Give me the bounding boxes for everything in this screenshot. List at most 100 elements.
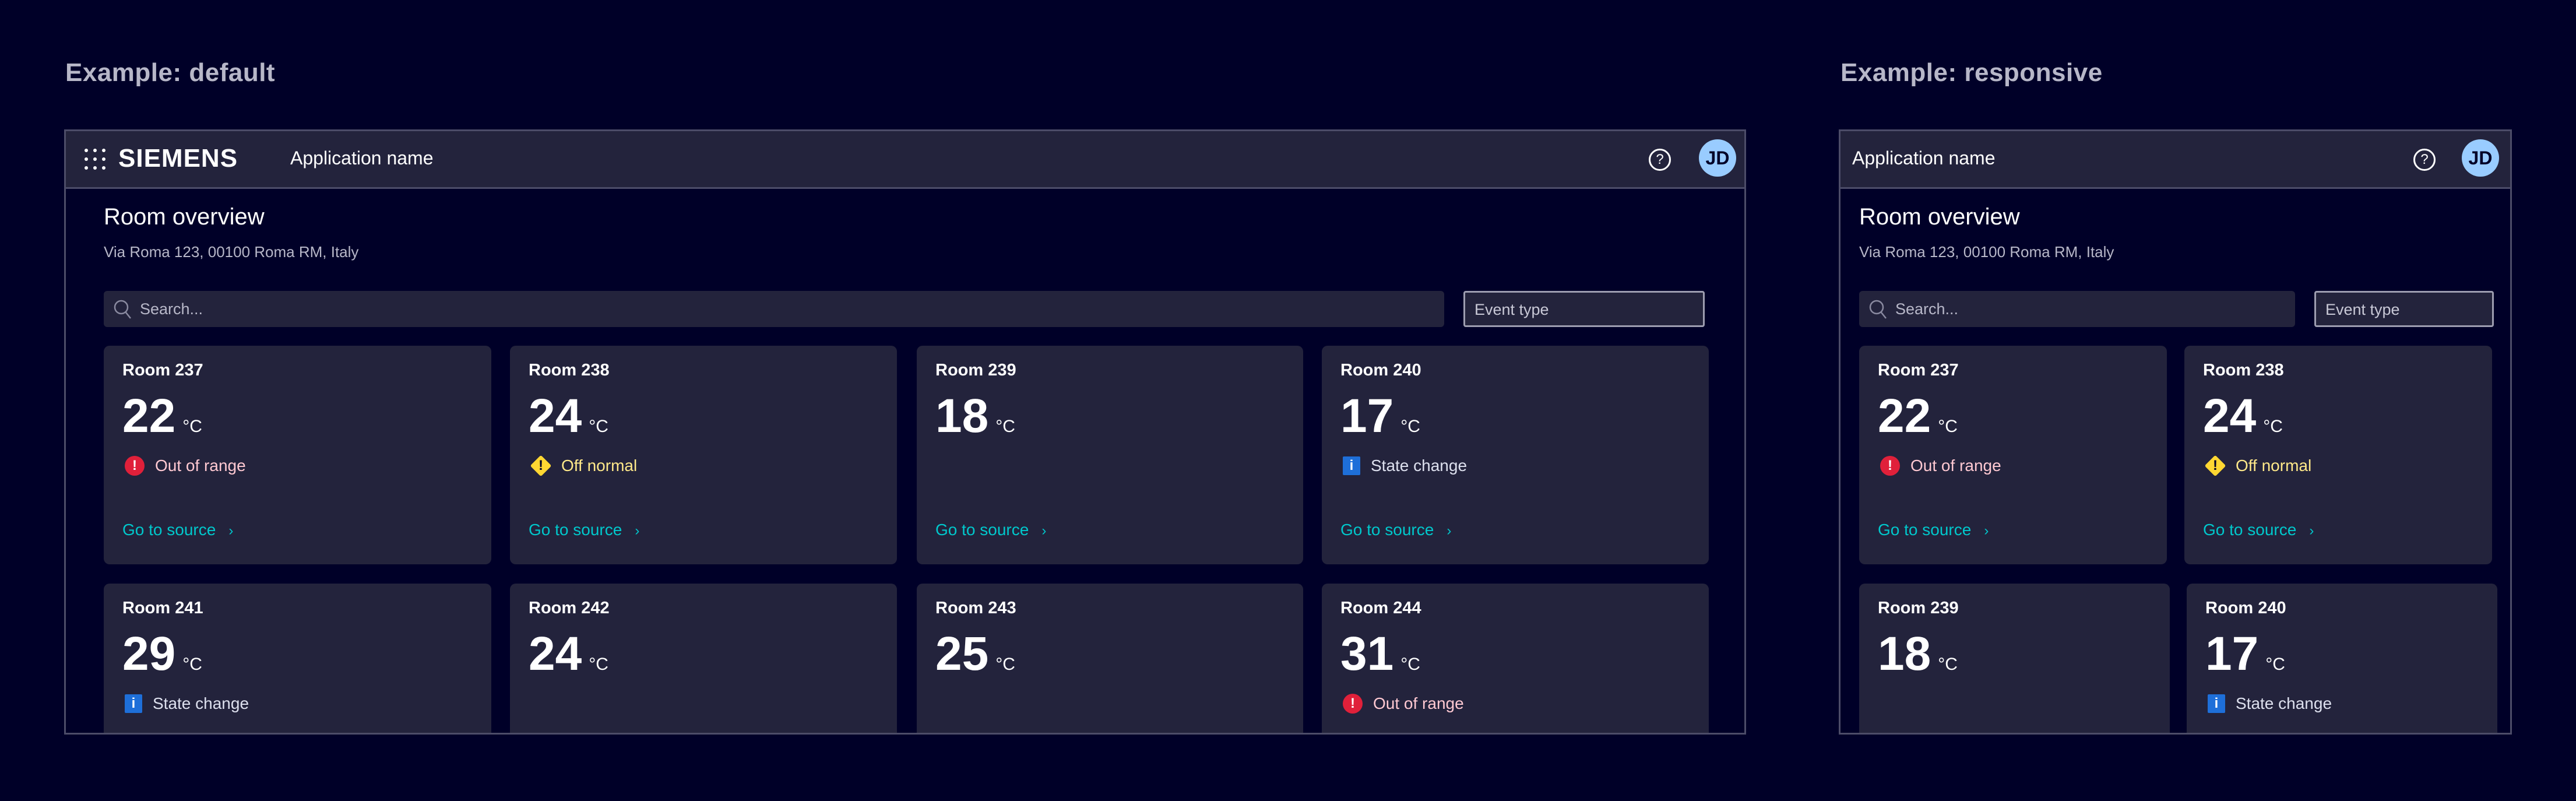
search-placeholder: Search...	[140, 300, 203, 318]
info-icon: i	[125, 694, 142, 713]
room-name: Room 237	[1878, 361, 1959, 380]
temperature-unit: °C	[1400, 655, 1420, 674]
room-card[interactable]: Room 237 22 °C! Out of range Go to source ›	[104, 346, 491, 564]
temperature-value: 24 °C	[2203, 389, 2283, 442]
app-header: Application name? JD	[1840, 131, 2510, 189]
room-name: Room 237	[122, 361, 203, 380]
status-indicator: ! Off normal	[2204, 455, 2312, 477]
chevron-right-icon: ›	[635, 523, 640, 539]
room-card[interactable]: Room 243 25 °C	[917, 584, 1303, 733]
status-text: State change	[153, 694, 249, 712]
search-placeholder: Search...	[1895, 300, 1959, 318]
temperature-value: 24 °C	[529, 627, 608, 680]
help-icon[interactable]: ?	[2413, 149, 2436, 171]
room-card[interactable]: Room 241 29 °C i State change	[104, 584, 491, 733]
event-type-filter[interactable]: Event type	[1463, 291, 1705, 327]
temperature-unit: °C	[589, 417, 608, 436]
status-indicator: i State change	[125, 693, 249, 714]
room-card[interactable]: Room 240 17 °C i State change Go to source ›	[1322, 346, 1709, 564]
temperature-value: 29 °C	[122, 627, 202, 680]
app-launcher-icon[interactable]	[85, 149, 105, 170]
avatar[interactable]: JD	[2462, 139, 2499, 177]
temperature-unit: °C	[2265, 655, 2285, 674]
room-name: Room 243	[935, 599, 1016, 617]
info-icon: i	[1343, 456, 1360, 475]
go-to-source-link[interactable]: Go to source ›	[1878, 521, 1989, 539]
search-icon	[1869, 300, 1887, 319]
status-text: Out of range	[155, 456, 246, 475]
temperature-unit: °C	[1400, 417, 1420, 436]
room-name: Room 239	[935, 361, 1016, 380]
app-name: Application name	[1852, 147, 1996, 168]
temperature-value: 24 °C	[529, 389, 608, 442]
page-subtitle-address: Via Roma 123, 00100 Roma RM, Italy	[1859, 243, 2114, 261]
app-name: Application name	[290, 147, 434, 168]
help-icon[interactable]: ?	[1649, 149, 1671, 171]
room-card[interactable]: Room 238 24 °C! Off normal Go to source ›	[510, 346, 897, 564]
brand-logo: SIEMENS	[118, 144, 238, 173]
room-name: Room 240	[2205, 599, 2286, 617]
app-header: SIEMENS Application name? JD	[66, 131, 1744, 189]
temperature-unit: °C	[1938, 655, 1958, 674]
page-subtitle-address: Via Roma 123, 00100 Roma RM, Italy	[104, 243, 359, 261]
temperature-value: 22 °C	[122, 389, 202, 442]
status-indicator: ! Out of range	[1880, 455, 2001, 476]
page-title: Room overview	[1859, 204, 2020, 230]
example-label: Example: default	[65, 58, 276, 87]
event-type-placeholder: Event type	[1474, 301, 1549, 318]
room-card[interactable]: Room 244 31 °C! Out of range	[1322, 584, 1709, 733]
chevron-right-icon: ›	[1041, 523, 1047, 539]
go-to-source-link[interactable]: Go to source ›	[1340, 521, 1452, 539]
status-text: Out of range	[1910, 456, 2001, 475]
temperature-unit: °C	[589, 655, 608, 674]
warning-icon: !	[2204, 455, 2226, 477]
room-name: Room 241	[122, 599, 203, 617]
room-name: Room 240	[1340, 361, 1421, 380]
temperature-value: 22 °C	[1878, 389, 1958, 442]
status-indicator: ! Off normal	[530, 455, 638, 477]
info-icon: i	[2208, 694, 2225, 713]
room-name: Room 238	[2203, 361, 2284, 380]
temperature-value: 17 °C	[1340, 389, 1420, 442]
alarm-icon: !	[1880, 456, 1900, 476]
temperature-value: 25 °C	[935, 627, 1015, 680]
room-card[interactable]: Room 239 18 °C	[1859, 584, 2170, 733]
room-card[interactable]: Room 242 24 °C	[510, 584, 897, 733]
status-text: State change	[1371, 456, 1468, 475]
status-text: Out of range	[1373, 694, 1464, 712]
search-input[interactable]: Search...	[104, 291, 1444, 327]
status-indicator: ! Out of range	[125, 455, 246, 476]
room-card[interactable]: Room 239 18 °C Go to source ›	[917, 346, 1303, 564]
search-input[interactable]: Search...	[1859, 291, 2295, 327]
example-label: Example: responsive	[1840, 58, 2103, 87]
go-to-source-link[interactable]: Go to source ›	[935, 521, 1047, 539]
room-name: Room 242	[529, 599, 610, 617]
room-card[interactable]: Room 240 17 °C i State change	[2187, 584, 2497, 733]
status-indicator: i State change	[2208, 693, 2332, 714]
event-type-filter[interactable]: Event type	[2314, 291, 2494, 327]
room-name: Room 244	[1340, 599, 1421, 617]
status-indicator: i State change	[1343, 455, 1467, 476]
temperature-unit: °C	[182, 417, 202, 436]
status-text: State change	[2236, 694, 2332, 712]
alarm-icon: !	[1343, 694, 1363, 714]
room-card[interactable]: Room 237 22 °C! Out of range Go to source ›	[1859, 346, 2167, 564]
temperature-unit: °C	[182, 655, 202, 674]
temperature-unit: °C	[995, 417, 1015, 436]
search-icon	[114, 300, 131, 319]
status-text: Off normal	[2236, 456, 2312, 475]
chevron-right-icon: ›	[228, 523, 234, 539]
go-to-source-link[interactable]: Go to source ›	[2203, 521, 2314, 539]
status-indicator: ! Out of range	[1343, 693, 1464, 714]
temperature-unit: °C	[2263, 417, 2283, 436]
chevron-right-icon: ›	[1984, 523, 1989, 539]
room-card[interactable]: Room 238 24 °C! Off normal Go to source ›	[2184, 346, 2492, 564]
app-frame-responsive: Application name? JD Room overview Via Roma…	[1839, 129, 2512, 735]
status-text: Off normal	[561, 456, 638, 475]
chevron-right-icon: ›	[1447, 523, 1452, 539]
app-frame-default: SIEMENS Application name? JD Room overview V…	[64, 129, 1746, 735]
avatar[interactable]: JD	[1699, 139, 1736, 177]
alarm-icon: !	[125, 456, 145, 476]
go-to-source-link[interactable]: Go to source ›	[122, 521, 234, 539]
go-to-source-link[interactable]: Go to source ›	[529, 521, 640, 539]
